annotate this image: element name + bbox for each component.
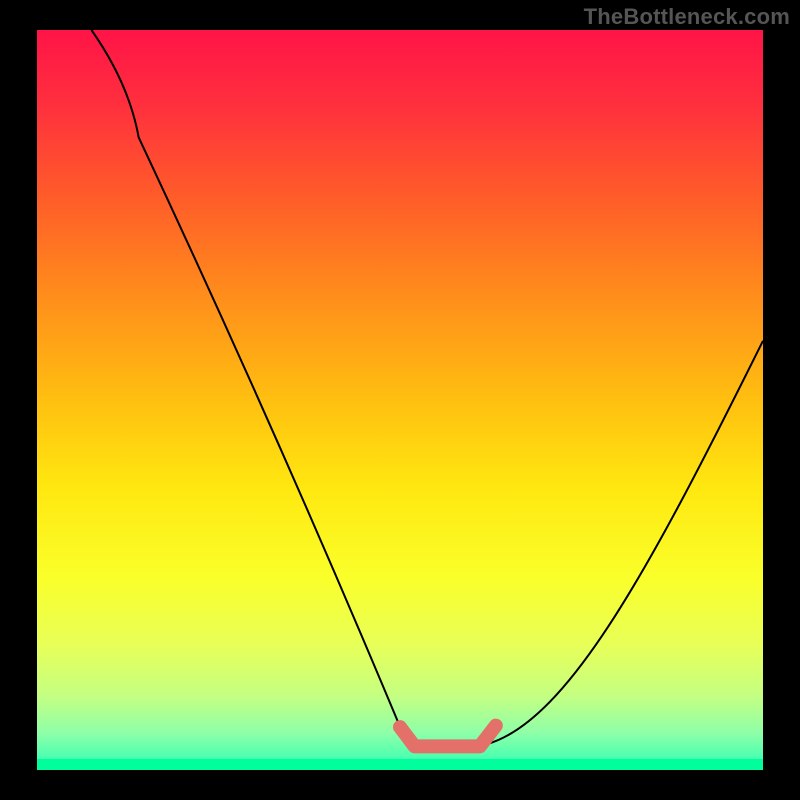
bottleneck-chart-svg — [0, 0, 800, 800]
bottom-green-band — [37, 759, 763, 770]
watermark-text: TheBottleneck.com — [584, 4, 790, 30]
chart-frame: TheBottleneck.com — [0, 0, 800, 800]
plot-gradient-background — [37, 30, 763, 770]
